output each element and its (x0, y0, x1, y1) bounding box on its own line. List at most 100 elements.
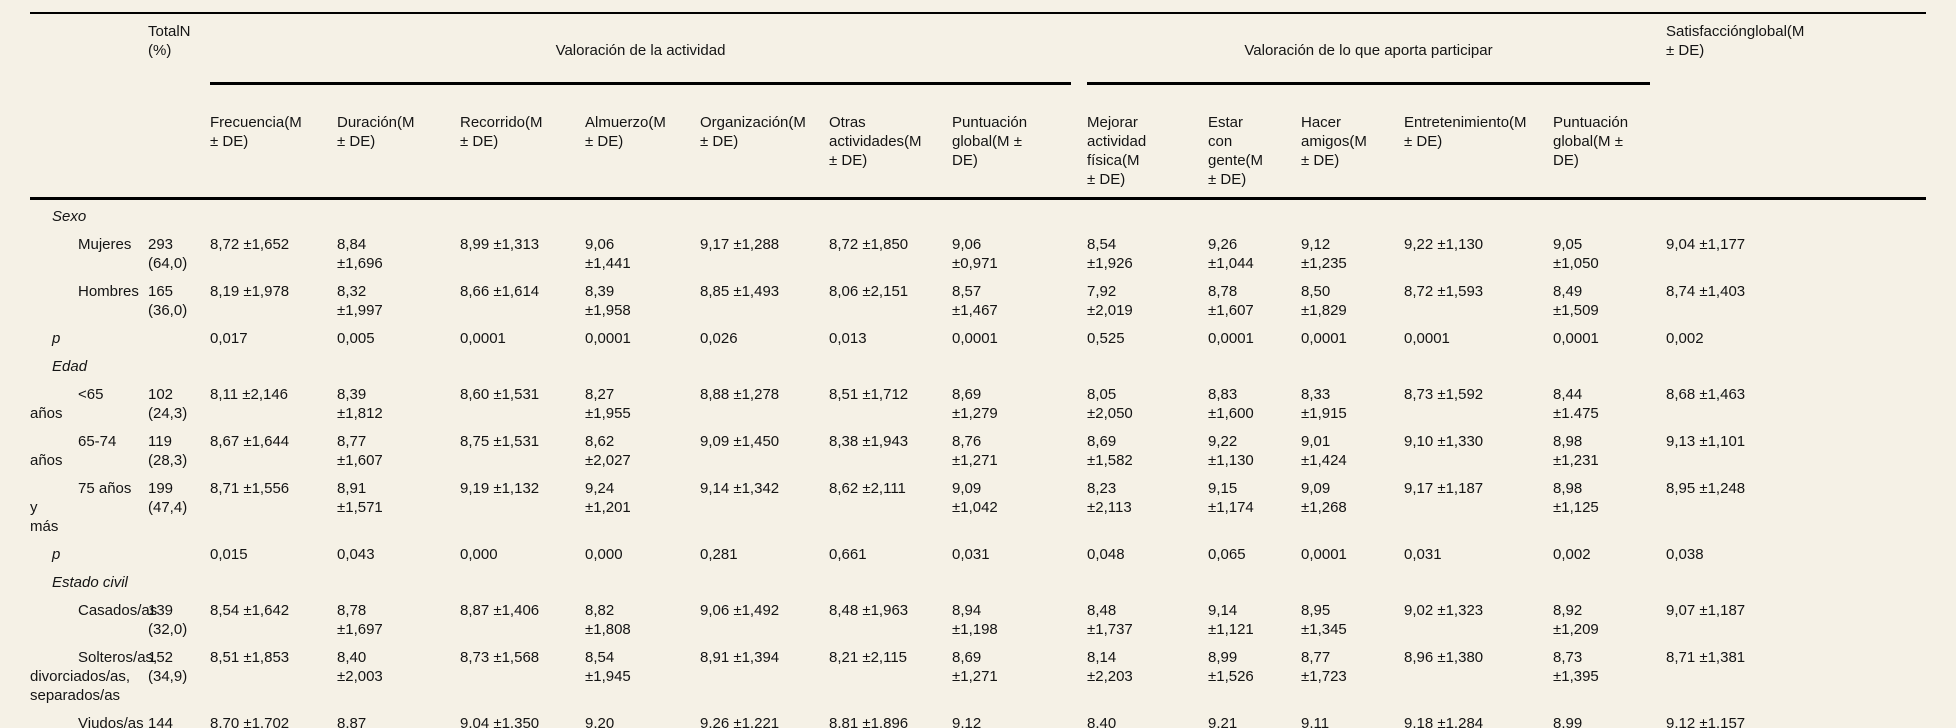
value-cell: 0,002 (1553, 546, 1591, 563)
value-cell: 8,62 ±2,027 (585, 433, 631, 469)
value-cell: 9,20 ±1,248 (585, 715, 615, 728)
value-cell: 0,026 (700, 330, 738, 347)
value-cell: 8,23 ±2,113 (1087, 480, 1132, 516)
column-header: Puntuación global(M ± DE) (952, 104, 1087, 200)
value-cell: 9,13 ±1,101 (1666, 433, 1746, 450)
value-cell: 0,065 (1208, 546, 1246, 563)
value-cell: 8,48 ±1,737 (1087, 602, 1133, 638)
value-cell: 8,71 ±1,381 (1666, 649, 1746, 666)
value-cell: 8,91 ±1,394 (700, 649, 780, 666)
value-cell: 8,87 ±1,406 (460, 602, 540, 619)
value-cell: 9,06 ±1,492 (700, 602, 780, 619)
value-cell: 8,69 ±1,271 (952, 649, 998, 685)
value-cell: 9,05 ±1,050 (1553, 236, 1599, 272)
value-cell: 9,02 ±1,323 (1404, 602, 1484, 619)
value-cell: 0,017 (210, 330, 248, 347)
section-label: Sexo (52, 208, 87, 225)
value-cell: 8,19 ±1,978 (210, 283, 290, 300)
value-cell: 0,048 (1087, 546, 1125, 563)
column-header: Puntuación global(M ± DE) (1553, 104, 1666, 200)
column-header: Otras actividades(M ± DE) (829, 104, 952, 200)
table-row: Viudos/as 144 (33,1) 8,70 ±1,702 8,87 ±1,71… (30, 710, 1926, 728)
value-cell: 8,71 ±1,556 (210, 480, 290, 497)
total-n-cell: 102 (24,3) (148, 386, 188, 422)
value-cell: 8,57 ±1,467 (952, 283, 998, 319)
value-cell: 8,99 ±1,313 (460, 236, 540, 253)
value-cell: 8,54 ±1,642 (210, 602, 290, 619)
value-cell: 8,83 ±1,600 (1208, 386, 1254, 422)
section-label: Estado civil (52, 574, 128, 591)
total-n-cell: 152 (34,9) (148, 649, 188, 685)
value-cell: 8,62 ±2,111 (829, 480, 906, 497)
group-header-activity-label: Valoración de la actividad (210, 41, 1071, 85)
value-cell: 8,72 ±1,850 (829, 236, 909, 253)
value-cell: 9,17 ±1,187 (1404, 480, 1484, 497)
total-n-cell: 144 (33,1) (148, 715, 174, 728)
value-cell: 8,78 ±1,697 (337, 602, 383, 638)
value-cell: 8,94 ±1,198 (952, 602, 998, 638)
value-cell: 8,05 ±2,050 (1087, 386, 1133, 422)
section-row: Sexo (30, 199, 1926, 232)
value-cell: 8,69 ±1,582 (1087, 433, 1133, 469)
value-cell: 9,06 ±0,971 (952, 236, 998, 272)
table-row: 65-74 años 119 (28,3) 8,67 ±1,644 8,77 ±1,6… (30, 428, 1926, 475)
column-header: Entretenimiento(M ± DE) (1404, 104, 1553, 200)
value-cell: 9,09 ±1,450 (700, 433, 780, 450)
value-cell: 0,043 (337, 546, 375, 563)
value-cell: 9,12 ±1,235 (1301, 236, 1347, 272)
value-cell: 8,73 ±1,568 (460, 649, 540, 666)
value-cell: 8,38 ±1,943 (829, 433, 909, 450)
value-cell: 8,11 ±2,146 (210, 386, 289, 403)
value-cell: 9,14 ±1,342 (700, 480, 780, 497)
value-cell: 8,82 ±1,808 (585, 602, 631, 638)
value-cell: 8,73 ±1,592 (1404, 386, 1484, 403)
value-cell: 8,92 ±1,209 (1553, 602, 1599, 638)
value-cell: 9,10 ±1,330 (1404, 433, 1484, 450)
value-cell: 8,21 ±2,115 (829, 649, 908, 666)
value-cell: 0,031 (1404, 546, 1442, 563)
value-cell: 8,39 ±1,958 (585, 283, 631, 319)
value-cell: 8,95 ±1,345 (1301, 602, 1347, 638)
value-cell: 9,19 ±1,132 (460, 480, 540, 497)
column-header: Frecuencia(M ± DE) (210, 104, 337, 200)
value-cell: 8,66 ±1,614 (460, 283, 540, 300)
value-cell: 8,14 ±2,203 (1087, 649, 1133, 685)
value-cell: 0,0001 (585, 330, 631, 347)
value-cell: 0,0001 (1208, 330, 1254, 347)
value-cell: 8,91 ±1,571 (337, 480, 383, 516)
value-cell: 0,281 (700, 546, 738, 563)
value-cell: 8,85 ±1,493 (700, 283, 780, 300)
column-header: Estar con gente(M ± DE) (1208, 104, 1301, 200)
table-row: Solteros/as, divorciados/as, separados/a… (30, 644, 1926, 710)
group-header-row: TotalN (%) Valoración de la actividad Va… (30, 13, 1926, 200)
value-cell: 8,67 ±1,644 (210, 433, 290, 450)
value-cell: 8,98 ±1,231 (1553, 433, 1599, 469)
table-row: 75 años y más 199 (47,4) 8,71 ±1,556 8,91 ±… (30, 475, 1926, 541)
value-cell: 0,000 (460, 546, 498, 563)
value-cell: 9,15 ±1,174 (1208, 480, 1254, 516)
value-cell: 8,60 ±1,531 (460, 386, 540, 403)
value-cell: 8,49 ±1,509 (1553, 283, 1599, 319)
total-n-cell (148, 541, 210, 569)
value-cell: 8,72 ±1,652 (210, 236, 290, 253)
value-cell: 0,013 (829, 330, 867, 347)
value-cell: 7,92 ±2,019 (1087, 283, 1133, 319)
value-cell: 0,002 (1666, 330, 1704, 347)
value-cell: 8,50 ±1,829 (1301, 283, 1347, 319)
value-cell: 8,51 ±1,853 (210, 649, 290, 666)
value-cell: 9,26 ±1,221 (700, 715, 780, 728)
group-header-activity: Valoración de la actividad (210, 13, 1087, 104)
value-cell: 9,11 ±1,239 (1301, 715, 1330, 728)
value-cell: 8,77 ±1,607 (337, 433, 383, 469)
value-cell: 0,005 (337, 330, 375, 347)
value-cell: 8,06 ±2,151 (829, 283, 909, 300)
value-cell: 8,54 ±1,926 (1087, 236, 1133, 272)
value-cell: 8,27 ±1,955 (585, 386, 631, 422)
value-cell: 8,87 ±1,718 (337, 715, 367, 728)
value-cell: 9,09 ±1,268 (1301, 480, 1347, 516)
total-n-cell (148, 325, 210, 353)
value-cell: 8,88 ±1,278 (700, 386, 780, 403)
column-header: Almuerzo(M ± DE) (585, 104, 700, 200)
section-label: Edad (52, 358, 88, 375)
total-n-cell: 293 (64,0) (148, 236, 188, 272)
